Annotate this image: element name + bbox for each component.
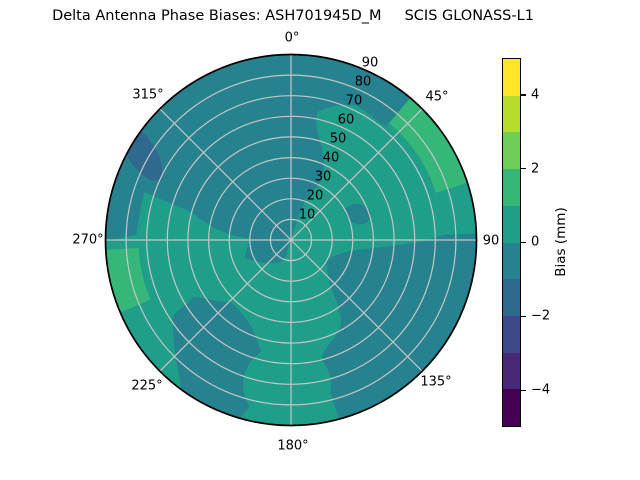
colorbar-band bbox=[503, 242, 520, 280]
theta-label-270: 270° bbox=[72, 232, 104, 248]
colorbar-band bbox=[503, 169, 520, 206]
r-label-10: 10 bbox=[298, 207, 316, 223]
r-label-50: 50 bbox=[329, 131, 347, 147]
colorbar-tick bbox=[521, 389, 526, 391]
colorbar-band bbox=[503, 279, 520, 316]
colorbar-tick bbox=[521, 315, 526, 317]
theta-label-0: 0° bbox=[284, 30, 300, 46]
r-label-40: 40 bbox=[322, 150, 340, 166]
contour-region-west-positive bbox=[105, 248, 151, 313]
colorbar-band bbox=[503, 132, 520, 170]
r-label-70: 70 bbox=[345, 93, 363, 109]
theta-label-135: 135° bbox=[420, 374, 452, 390]
r-label-20: 20 bbox=[306, 188, 324, 204]
polar-outline bbox=[104, 53, 478, 427]
polar-grid bbox=[105, 54, 477, 426]
colorbar-band bbox=[503, 389, 520, 427]
theta-label-45: 45° bbox=[425, 89, 449, 105]
colorbar-tick bbox=[521, 94, 526, 96]
theta-label-180: 180° bbox=[277, 438, 309, 454]
colorbar-tick bbox=[521, 241, 526, 244]
colorbar-band bbox=[503, 352, 520, 390]
contour-region-south-light bbox=[243, 344, 331, 426]
chart-title: Delta Antenna Phase Biases: ASH701945D_M… bbox=[52, 8, 534, 24]
colorbar-band bbox=[503, 315, 520, 353]
r-label-60: 60 bbox=[337, 112, 355, 128]
contour-region-southeast-negative bbox=[321, 233, 477, 420]
colorbar bbox=[502, 58, 521, 427]
r-label-90: 90 bbox=[361, 55, 379, 71]
colorbar-tick-label-4: 4 bbox=[531, 87, 540, 103]
colorbar-tick-label-m4: −4 bbox=[531, 382, 551, 398]
colorbar-band bbox=[503, 59, 520, 96]
theta-label-315: 315° bbox=[132, 87, 164, 103]
r-label-30: 30 bbox=[314, 169, 332, 185]
contour-spot-northeast-negative bbox=[345, 203, 371, 225]
colorbar-tick-label-m2: −2 bbox=[531, 308, 551, 324]
r-label-80: 80 bbox=[354, 74, 372, 90]
colorbar-tick-label-0: 0 bbox=[531, 234, 540, 250]
contour-region-north-negative bbox=[105, 54, 411, 264]
theta-label-225: 225° bbox=[131, 378, 163, 394]
theta-label-90: 90 bbox=[482, 233, 500, 249]
colorbar-band bbox=[503, 95, 520, 133]
colorbar-tick bbox=[521, 168, 526, 170]
colorbar-tick-label-2: 2 bbox=[531, 161, 540, 177]
colorbar-band bbox=[503, 205, 520, 243]
colorbar-axis-label: Bias (mm) bbox=[553, 207, 569, 277]
